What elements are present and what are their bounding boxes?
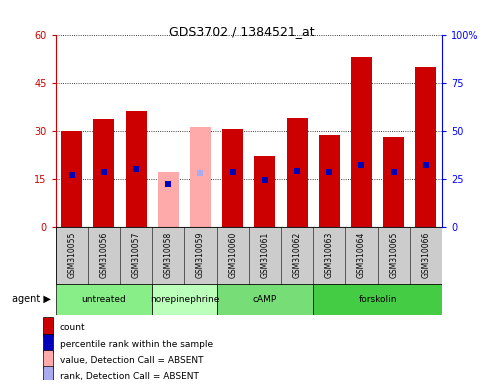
Text: GSM310061: GSM310061 — [260, 232, 270, 278]
Bar — [313, 284, 442, 315]
Bar — [43, 366, 54, 384]
Text: GDS3702 / 1384521_at: GDS3702 / 1384521_at — [169, 25, 314, 38]
Bar — [190, 127, 211, 227]
Bar — [286, 118, 308, 227]
Bar — [126, 111, 146, 227]
Bar — [415, 66, 436, 227]
Text: GSM310065: GSM310065 — [389, 232, 398, 278]
Text: GSM310064: GSM310064 — [357, 232, 366, 278]
Bar — [43, 350, 54, 368]
Bar — [255, 156, 275, 227]
Bar — [43, 334, 54, 352]
Bar — [93, 119, 114, 227]
Bar — [351, 57, 372, 227]
Text: percentile rank within the sample: percentile rank within the sample — [60, 340, 213, 349]
Text: untreated: untreated — [82, 295, 126, 304]
Bar — [56, 227, 442, 284]
Text: GSM310058: GSM310058 — [164, 232, 173, 278]
Text: cAMP: cAMP — [253, 295, 277, 304]
Text: GSM310055: GSM310055 — [67, 232, 76, 278]
Text: GSM310066: GSM310066 — [421, 232, 430, 278]
Bar — [158, 172, 179, 227]
Text: GSM310057: GSM310057 — [131, 232, 141, 278]
Text: agent ▶: agent ▶ — [12, 295, 51, 305]
Bar — [383, 137, 404, 227]
Text: GSM310062: GSM310062 — [293, 232, 301, 278]
Bar — [152, 284, 216, 315]
Bar — [216, 284, 313, 315]
Text: norepinephrine: norepinephrine — [150, 295, 219, 304]
Text: value, Detection Call = ABSENT: value, Detection Call = ABSENT — [60, 356, 203, 365]
Text: count: count — [60, 323, 85, 333]
Text: rank, Detection Call = ABSENT: rank, Detection Call = ABSENT — [60, 372, 199, 381]
Text: GSM310060: GSM310060 — [228, 232, 237, 278]
Text: GSM310059: GSM310059 — [196, 232, 205, 278]
Bar — [43, 318, 54, 336]
Text: GSM310056: GSM310056 — [99, 232, 108, 278]
Bar — [61, 131, 82, 227]
Text: forskolin: forskolin — [358, 295, 397, 304]
Text: GSM310063: GSM310063 — [325, 232, 334, 278]
Bar — [222, 129, 243, 227]
Bar — [56, 284, 152, 315]
Bar — [319, 136, 340, 227]
